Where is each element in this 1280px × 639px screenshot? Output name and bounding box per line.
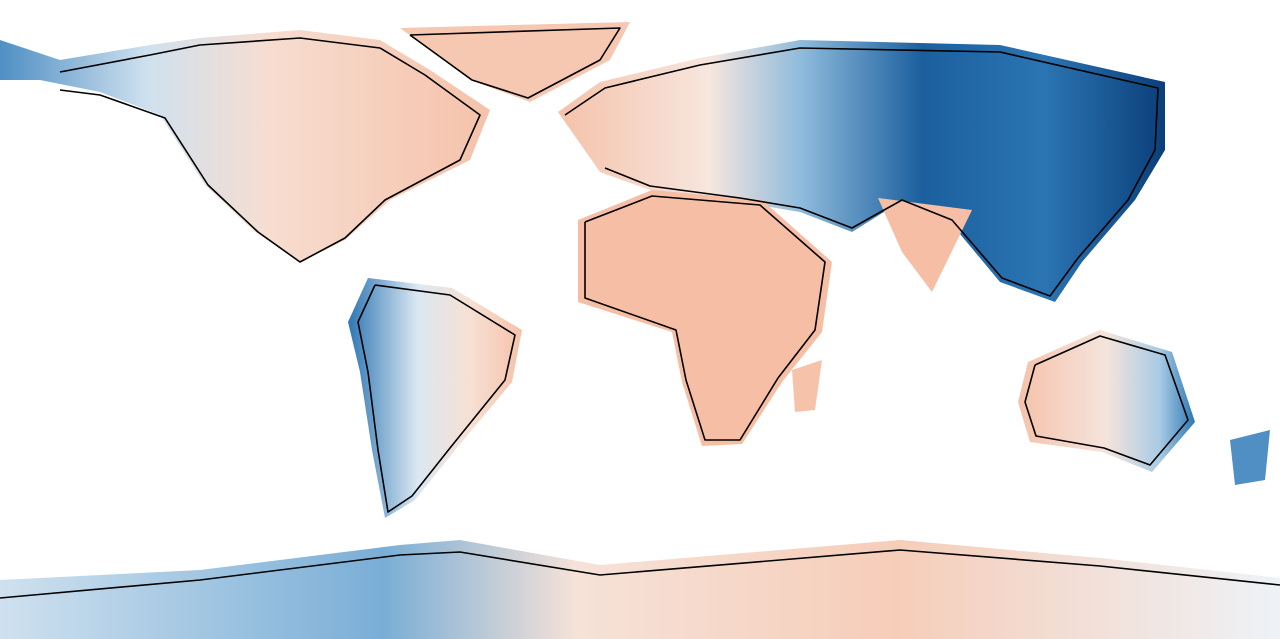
south-america — [348, 278, 522, 518]
greenland — [400, 22, 630, 102]
australia — [1018, 330, 1195, 472]
coast-south-america — [357, 284, 516, 513]
coast-greenland — [409, 27, 621, 99]
coast-north-america — [59, 37, 481, 263]
coast-eurasia — [564, 47, 1159, 297]
coast-australia — [1024, 335, 1189, 466]
coast-antarctica — [0, 549, 1280, 599]
landmass — [0, 22, 1280, 639]
madagascar — [792, 360, 822, 412]
africa — [578, 190, 832, 446]
india — [878, 198, 972, 292]
coast-africa — [584, 195, 826, 441]
eurasia — [558, 40, 1165, 302]
north-america — [0, 30, 490, 262]
coastlines — [0, 27, 1280, 599]
antarctica — [0, 540, 1280, 639]
new-zealand — [1230, 430, 1270, 485]
